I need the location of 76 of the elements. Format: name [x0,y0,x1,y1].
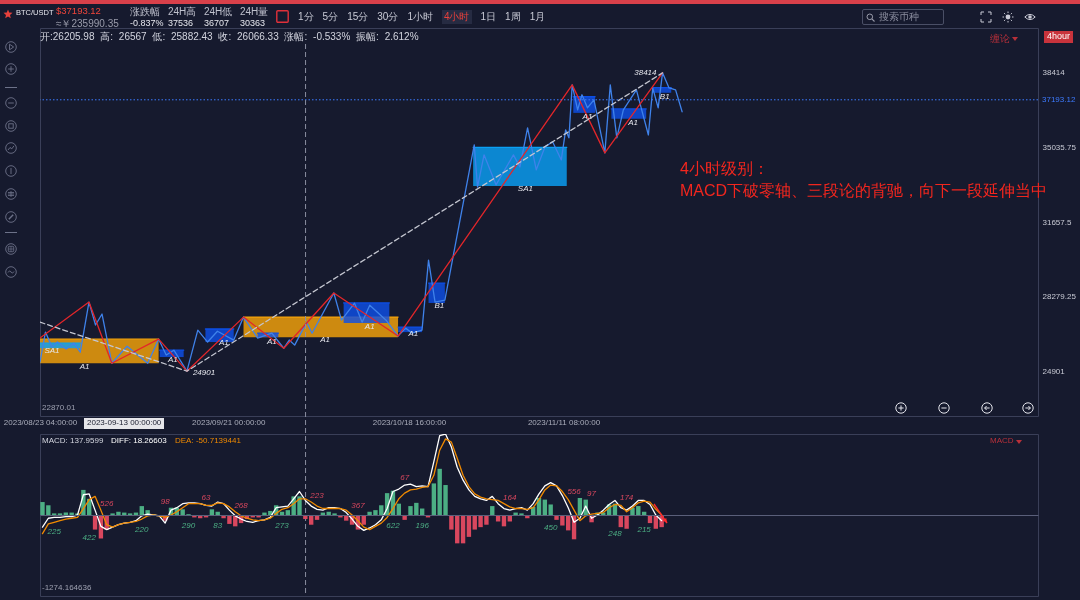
annotation: DIFF: 18.26603 [111,436,167,446]
x-tick-label: 2023/08/23 04:00:00 [3,417,78,427]
text: 30分 [377,11,399,23]
y-tick-label: 24901 [1042,366,1066,376]
text: 1小时 [407,11,433,23]
x-tick-label: 526 [100,498,114,508]
y-tick-label: 38414 [1042,68,1066,78]
text: 24H低 [204,6,233,17]
text: $37193.12 [56,5,101,17]
text: 2023-09-13 00:00:00 [84,418,165,429]
annotation: A1 [78,362,90,372]
x-tick-label: 83 [213,520,223,530]
annotation: B1 [659,91,670,101]
annotation: 开:26205.98 高: 26567 低: 25882.43 收: 26066.33 涨幅: -0.533% 振幅: 2.612% [40,31,419,42]
annotation: 38414 [634,67,658,77]
x-tick-label: 225 [46,526,62,536]
x-tick-label: 164 [503,492,518,502]
y-tick-label: 35035.75 [1042,142,1077,152]
x-tick-label: 422 [82,532,97,542]
x-tick-label: 2023/09/21 00:00:00 [192,417,267,427]
x-tick-label: 273 [274,520,290,530]
text: 涨跌幅 [130,6,160,17]
text: 搜索币种 [879,11,919,22]
x-tick-label: 196 [415,520,430,530]
x-tick-label: 450 [544,522,558,532]
annotation: SA1 [517,184,533,194]
text: 1日 [480,11,497,23]
annotation: A1 [363,322,375,332]
text: 1分 [298,11,314,23]
x-tick-label: 2023/11/11 08:00:00 [527,417,601,427]
annotation: MACD [990,436,1014,446]
annotation: 4小时级别： [680,160,769,178]
annotation: 24901 [191,368,216,378]
text: 24H高 [168,6,197,17]
x-tick-label: 622 [386,520,401,530]
annotation: 缠论 [990,33,1010,44]
text: 4小时 [441,10,472,24]
x-tick-label: 223 [309,490,325,500]
annotation: SA1 [44,346,60,356]
x-tick-label: 2023/10/18 16:00:00 [372,417,447,427]
x-tick-label: 367 [351,500,366,510]
text: 4hour [1044,31,1074,43]
text: 1月 [529,11,546,23]
y-tick-label: 28279.25 [1042,292,1077,302]
x-tick-label: 290 [180,520,196,530]
annotation: A1 [319,335,331,345]
annotation: B1 [434,301,445,311]
x-tick-label: 215 [636,524,652,534]
x-tick-label: 63 [201,492,212,502]
text: 15分 [347,11,369,23]
annotation: MACD下破零轴、三段论的背驰，向下一段延伸当中 [680,182,1048,200]
text: 30363 [240,18,266,29]
text: 36707 [204,18,230,29]
annotation: A1 [265,337,277,347]
annotation: A1 [166,355,178,365]
text: -0.837% [130,18,164,29]
x-tick-label: 248 [607,528,623,538]
annotation: 22870.01 [42,403,76,413]
x-tick-label: 268 [233,500,249,510]
x-tick-label: 67 [400,472,410,482]
x-tick-label: 220 [134,524,149,534]
text: 1周 [505,11,521,23]
x-tick-label: 174 [619,492,634,502]
annotation: DEA: -50.7139441 [175,436,241,446]
text: 37536 [168,18,194,29]
annotation: MACD: 137.9599 [42,436,104,446]
x-tick-label: 97 [587,488,597,498]
y-tick-label: 31657.5 [1042,217,1072,227]
text: -1274.164636 [42,583,92,593]
text: 24H量 [240,6,269,17]
annotation: A1 [627,117,639,127]
text: 5分 [322,11,339,23]
x-tick-label: 98 [160,496,171,506]
annotation: ≈￥235990.35 [56,18,119,29]
x-tick-label: 556 [567,486,582,496]
ref-line-label: 37193.12 [1042,94,1076,104]
